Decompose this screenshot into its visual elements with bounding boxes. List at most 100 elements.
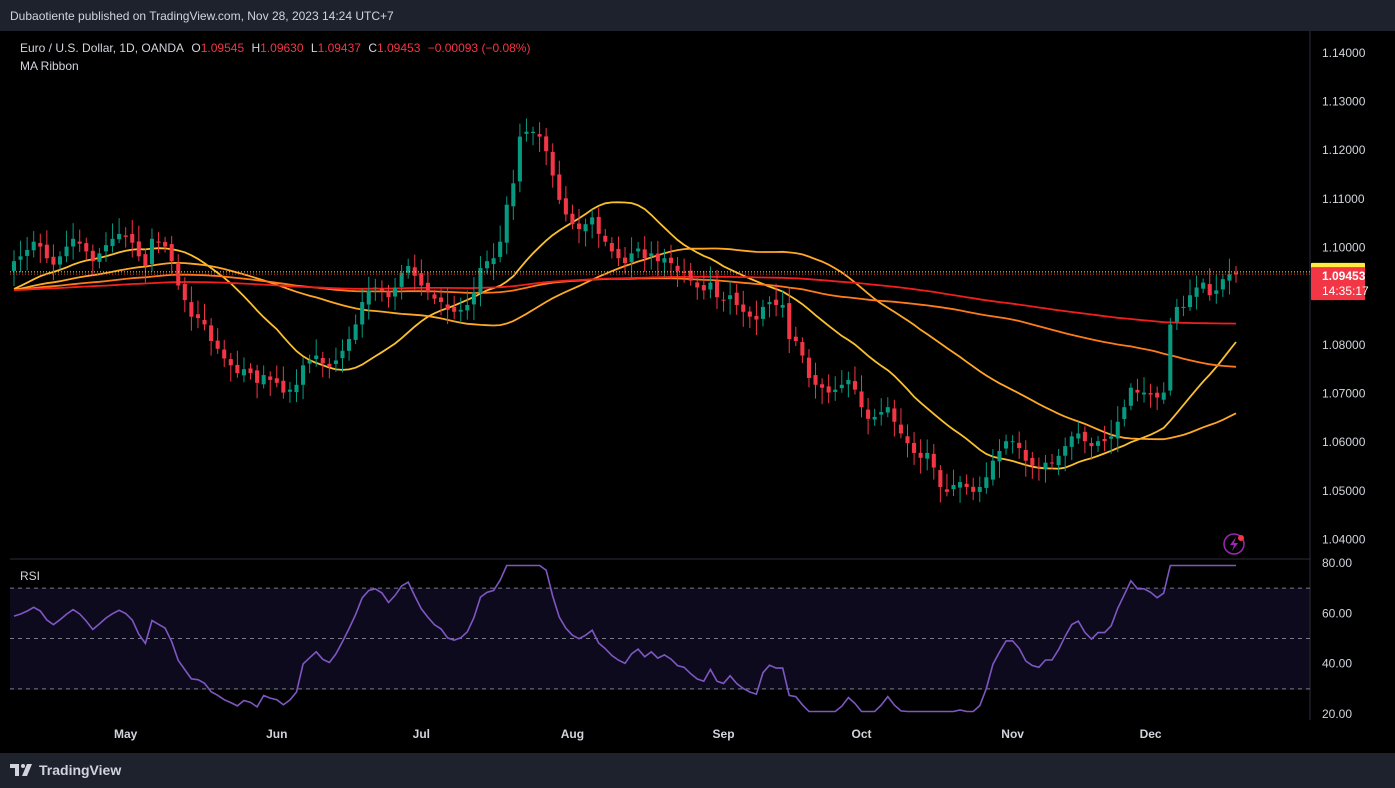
candle[interactable] [333,347,338,372]
candle[interactable] [859,375,864,418]
candle[interactable] [774,283,779,317]
candle[interactable] [281,366,286,399]
candle[interactable] [1174,298,1179,331]
candle[interactable] [990,449,995,486]
candle[interactable] [1050,453,1055,470]
candle[interactable] [688,262,693,286]
candle[interactable] [964,474,969,495]
candle[interactable] [202,303,207,331]
candle[interactable] [767,296,772,318]
candle[interactable] [1030,451,1035,479]
candle[interactable] [287,381,292,403]
candle[interactable] [537,122,542,152]
candle[interactable] [905,424,910,458]
candle[interactable] [419,259,424,296]
candle[interactable] [609,237,614,259]
candle[interactable] [268,371,273,396]
candle[interactable] [156,232,161,253]
candle[interactable] [1082,426,1087,454]
candle[interactable] [977,476,982,503]
candle[interactable] [1122,399,1127,427]
candle[interactable] [347,326,352,361]
candle[interactable] [307,354,312,374]
candle[interactable] [997,439,1002,478]
candle[interactable] [583,218,588,247]
candle[interactable] [11,250,17,286]
candle[interactable] [550,143,555,188]
candle[interactable] [1168,317,1173,396]
candle[interactable] [57,251,63,270]
candle[interactable] [1161,382,1166,404]
candle[interactable] [412,254,417,291]
candle[interactable] [636,241,641,258]
candle[interactable] [366,276,371,320]
candle[interactable] [64,230,69,263]
candle[interactable] [1109,419,1114,454]
candle[interactable] [971,477,976,501]
candle[interactable] [1095,435,1101,452]
candle[interactable] [143,248,148,283]
candle[interactable] [1207,268,1212,301]
candle[interactable] [222,339,227,367]
candle[interactable] [616,236,621,267]
candle[interactable] [301,357,306,400]
candle[interactable] [866,397,871,435]
candle[interactable] [1155,386,1160,411]
candle[interactable] [439,288,444,316]
candle[interactable] [44,230,49,263]
candle[interactable] [1036,457,1041,481]
candle[interactable] [163,236,168,253]
candle[interactable] [938,465,943,503]
candle[interactable] [944,473,949,497]
candle[interactable] [570,204,575,230]
candle[interactable] [918,439,923,474]
candle[interactable] [182,277,187,313]
candle[interactable] [511,169,516,220]
candle[interactable] [1141,377,1147,403]
candle[interactable] [958,475,963,503]
candle[interactable] [471,277,476,321]
candle[interactable] [800,337,805,364]
candle[interactable] [879,398,884,426]
candle[interactable] [189,286,194,331]
candle[interactable] [760,299,766,327]
candle[interactable] [951,469,956,497]
candle[interactable] [780,290,785,318]
candle[interactable] [793,326,798,347]
candle[interactable] [149,228,155,272]
candle[interactable] [885,397,890,418]
candle[interactable] [925,439,930,471]
candle[interactable] [655,240,660,277]
candle[interactable] [721,291,726,312]
candle[interactable] [97,247,102,269]
candle[interactable] [360,288,365,338]
candle[interactable] [563,186,568,222]
candle[interactable] [340,339,345,373]
candle[interactable] [846,371,851,398]
indicator-name[interactable]: MA Ribbon [20,59,79,73]
candle[interactable] [912,432,917,465]
candle[interactable] [682,258,687,283]
candle[interactable] [931,443,936,480]
candle[interactable] [596,207,601,248]
candle[interactable] [1187,279,1193,311]
candle[interactable] [668,244,674,280]
candle[interactable] [478,256,483,307]
candle[interactable] [452,295,457,320]
candle[interactable] [1017,431,1022,459]
candle[interactable] [425,271,430,301]
candle[interactable] [406,258,411,279]
candle[interactable] [892,399,897,437]
candle[interactable] [71,223,76,260]
candle[interactable] [77,229,82,252]
candle[interactable] [248,363,253,380]
candle[interactable] [820,378,825,405]
candle[interactable] [1069,431,1074,461]
candle[interactable] [51,244,56,281]
candle[interactable] [320,351,325,378]
candle[interactable] [31,231,36,258]
candle[interactable] [728,281,733,315]
candle[interactable] [603,228,608,247]
candle[interactable] [373,278,378,301]
candle[interactable] [1128,383,1133,411]
